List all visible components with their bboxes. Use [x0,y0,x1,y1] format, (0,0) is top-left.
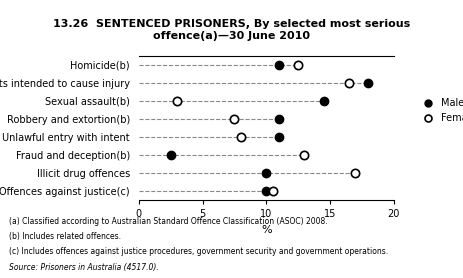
X-axis label: %: % [261,225,271,235]
Text: Source: Prisoners in Australia (4517.0).: Source: Prisoners in Australia (4517.0). [9,263,159,272]
Text: 13.26  SENTENCED PRISONERS, By selected most serious
offence(a)—30 June 2010: 13.26 SENTENCED PRISONERS, By selected m… [53,19,410,41]
Text: (c) Includes offences against justice procedures, government security and govern: (c) Includes offences against justice pr… [9,247,388,256]
Legend: Males, Females: Males, Females [415,94,463,127]
Text: (b) Includes related offences.: (b) Includes related offences. [9,232,121,241]
Text: (a) Classified according to Australian Standard Offence Classification (ASOC) 20: (a) Classified according to Australian S… [9,217,328,226]
